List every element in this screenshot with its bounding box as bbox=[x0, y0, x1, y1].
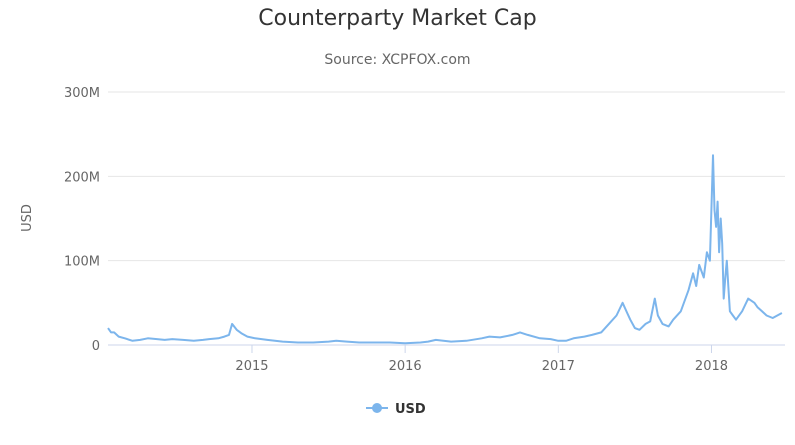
series-layer bbox=[107, 154, 783, 345]
y-tick-label: 300M bbox=[64, 86, 100, 101]
chart-subtitle: Source: XCPFOX.com bbox=[324, 52, 471, 68]
y-tick-label: 0 bbox=[92, 339, 100, 354]
x-tick-label: 2018 bbox=[695, 359, 728, 374]
y-tick-label: 200M bbox=[64, 170, 100, 185]
legend-marker-usd bbox=[372, 403, 382, 413]
y-axis-label: USD bbox=[20, 204, 35, 232]
x-tick-label: 2015 bbox=[235, 359, 268, 374]
legend-label-usd[interactable]: USD bbox=[395, 402, 426, 417]
series-line-usd[interactable] bbox=[107, 154, 783, 345]
chart-title: Counterparty Market Cap bbox=[258, 6, 537, 31]
x-axis-ticks: 2015 2016 2017 2018 bbox=[235, 345, 728, 374]
y-tick-label: 100M bbox=[64, 255, 100, 270]
y-axis-ticks: 0 100M 200M 300M bbox=[64, 86, 100, 354]
x-tick-label: 2016 bbox=[389, 359, 422, 374]
x-tick-label: 2017 bbox=[542, 359, 575, 374]
grid-lines bbox=[108, 91, 785, 346]
legend[interactable]: USD bbox=[366, 402, 426, 417]
